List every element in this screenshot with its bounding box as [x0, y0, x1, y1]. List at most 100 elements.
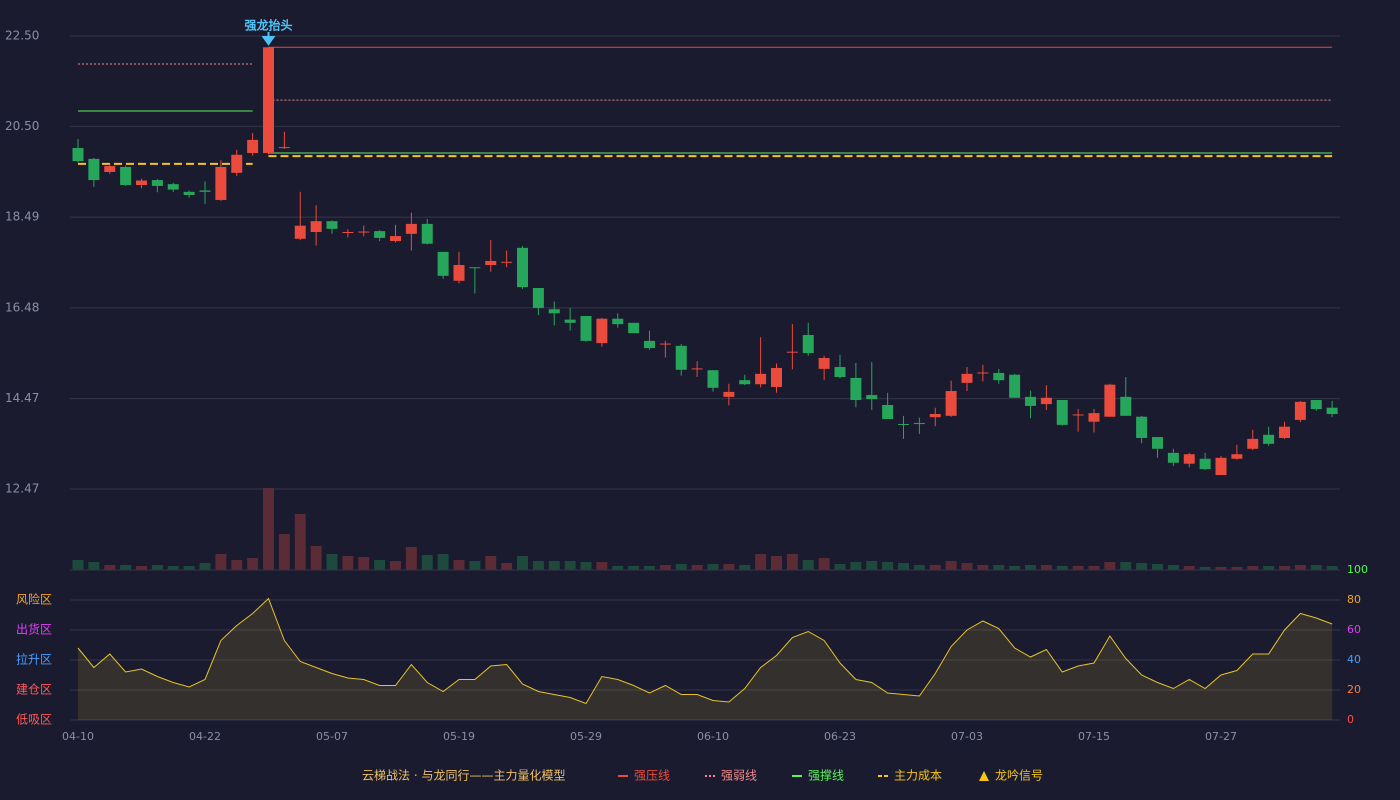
candle-body [215, 166, 227, 200]
candle-body [374, 231, 386, 238]
volume-bar [596, 562, 608, 570]
candle-body [834, 367, 846, 377]
candle-body [1199, 458, 1211, 470]
volume-bar [1056, 566, 1068, 570]
volume-bar [723, 564, 735, 570]
candle-body [405, 223, 417, 234]
x-tick-label: 05-07 [316, 730, 348, 743]
candle-body [88, 158, 100, 181]
x-tick-label: 07-27 [1205, 730, 1237, 743]
candle-body [294, 225, 306, 239]
legend-label: 龙吟信号 [995, 768, 1043, 783]
volume-bar [136, 566, 147, 570]
candle-body [818, 358, 830, 369]
candle-body [532, 288, 544, 308]
volume-bar [1326, 566, 1338, 570]
x-tick-label: 05-29 [570, 730, 602, 743]
y-tick-label: 40 [1347, 653, 1361, 666]
candle-body [501, 261, 513, 263]
volume-bar [199, 563, 211, 570]
x-tick-label: 07-15 [1078, 730, 1110, 743]
candle-body [231, 154, 243, 173]
volume-bar [151, 565, 163, 570]
candle-body [1183, 454, 1195, 464]
candle-body [612, 318, 624, 325]
volume-bar [104, 565, 116, 570]
volume-bar [183, 566, 195, 570]
legend-symbol [979, 771, 989, 781]
volume-bar [1025, 565, 1036, 570]
candle-body [723, 391, 735, 397]
volume-bar [390, 561, 401, 570]
x-tick-label: 06-23 [824, 730, 856, 743]
volume-bar [1263, 566, 1275, 570]
candle-body [1231, 454, 1243, 459]
y-tick-label: 0 [1347, 713, 1354, 726]
candle-body [1263, 434, 1275, 444]
volume-bar [802, 560, 814, 570]
candle-body [882, 404, 894, 419]
x-tick-label: 04-10 [62, 730, 94, 743]
candle-body [1072, 414, 1084, 416]
candle-body [1120, 396, 1132, 416]
zone-label: 低吸区 [16, 713, 52, 727]
volume-bar [1009, 566, 1021, 570]
volume-bar [1152, 564, 1163, 570]
candle-body [675, 345, 687, 370]
volume-bar [866, 561, 878, 570]
volume-bar [1120, 562, 1132, 570]
indicator-area [78, 598, 1333, 720]
y-tick-label: 14.47 [5, 391, 39, 405]
volume-bar [659, 565, 671, 570]
volume-bar [707, 564, 719, 570]
volume-bar [675, 564, 687, 570]
volume-bar [1040, 565, 1052, 570]
volume-bar [1136, 563, 1148, 570]
candle-body [342, 232, 354, 234]
zone-label: 风险区 [16, 592, 52, 607]
candle-body [517, 247, 528, 288]
volume-bar [977, 565, 989, 570]
volume-bar [342, 556, 354, 570]
x-tick-label: 04-22 [189, 730, 221, 743]
volume-bar [691, 565, 703, 570]
legend-title: 云梯战法 · 与龙同行——主力量化模型 [362, 769, 565, 783]
candle-body [977, 372, 989, 374]
candle-body [786, 351, 798, 353]
volume-bar [1104, 562, 1116, 570]
y-tick-label: 60 [1347, 623, 1361, 636]
volume-bar [120, 565, 132, 570]
volume-bar [1215, 567, 1227, 570]
candle-body [120, 166, 132, 186]
candle-body [485, 260, 497, 265]
candle-body [548, 309, 560, 314]
signal-arrow [261, 32, 276, 46]
candle-body [596, 318, 608, 344]
volume-bar [517, 556, 528, 570]
legend-label: 强撑线 [808, 768, 844, 783]
volume-bar [231, 560, 243, 570]
signal-label: 强龙抬头 [244, 18, 292, 33]
zone-label: 拉升区 [16, 652, 52, 667]
candle-body [945, 390, 957, 416]
volume-bar [215, 554, 227, 570]
candle-body [1136, 416, 1148, 438]
y-tick-label: 16.48 [5, 300, 39, 314]
zone-label: 建仓区 [16, 683, 52, 697]
volume-bar [501, 563, 513, 570]
candle-body [183, 191, 195, 195]
volume-bar [310, 546, 322, 570]
y-tick-label: 22.50 [5, 29, 39, 43]
candle-body [326, 221, 338, 229]
candle-body [151, 180, 163, 186]
volume-bar [818, 558, 830, 570]
candle-body [913, 423, 925, 425]
volume-bar [532, 561, 544, 570]
candle-body [644, 340, 655, 349]
volume-bar [421, 555, 433, 570]
candle-body [104, 166, 116, 172]
y-tick-label: 12.47 [5, 482, 39, 496]
volume-bar [247, 558, 259, 570]
candle-body [1040, 397, 1052, 405]
candle-body [278, 147, 290, 149]
